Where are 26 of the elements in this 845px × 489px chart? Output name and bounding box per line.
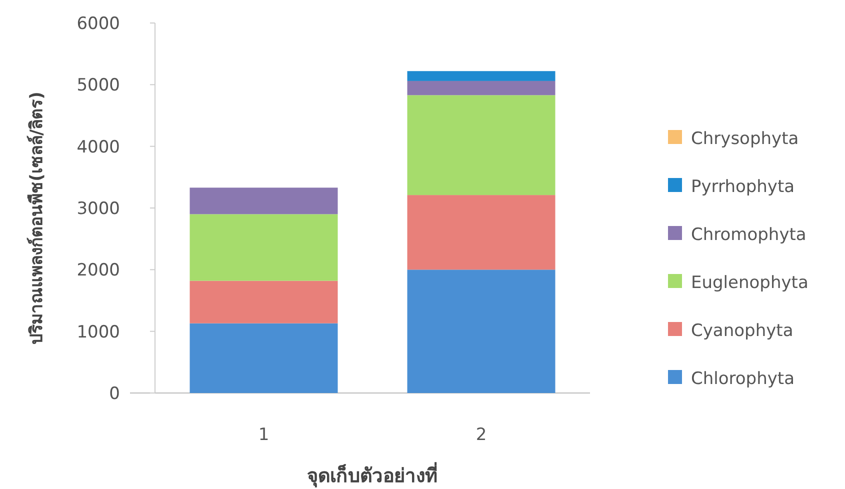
y-tick-label: 1000 — [76, 322, 120, 342]
legend-label: Cyanophyta — [691, 321, 794, 341]
x-tick-label: 2 — [476, 425, 487, 445]
bar — [407, 270, 556, 393]
y-tick-label: 2000 — [76, 260, 120, 281]
y-tick-label: 3000 — [76, 199, 120, 219]
bar — [407, 195, 556, 270]
x-tick-label: 1 — [258, 425, 270, 445]
legend-label: Chrysophyta — [691, 129, 799, 149]
y-tick-label: 5000 — [76, 76, 120, 96]
legend-label: Euglenophyta — [691, 273, 808, 293]
bar — [407, 80, 556, 96]
bar — [190, 214, 338, 281]
y-axis-title: ปริมาณแพลงก์ตอนพืช(เซลล์/ลิตร) — [26, 92, 47, 344]
y-tick-label: 6000 — [76, 14, 120, 34]
bar — [190, 323, 338, 393]
y-tick-label: 0 — [109, 384, 120, 404]
bar — [407, 71, 556, 81]
legend-label: Pyrrhophyta — [691, 177, 795, 197]
y-tick-label: 4000 — [76, 137, 120, 158]
legend-label: Chlorophyta — [691, 369, 794, 389]
bar — [407, 95, 556, 196]
bar — [190, 280, 338, 324]
legend-label: Chromophyta — [691, 225, 806, 245]
x-axis-title: จุดเก็บตัวอย่างที่ — [307, 462, 438, 488]
bar — [190, 188, 338, 214]
